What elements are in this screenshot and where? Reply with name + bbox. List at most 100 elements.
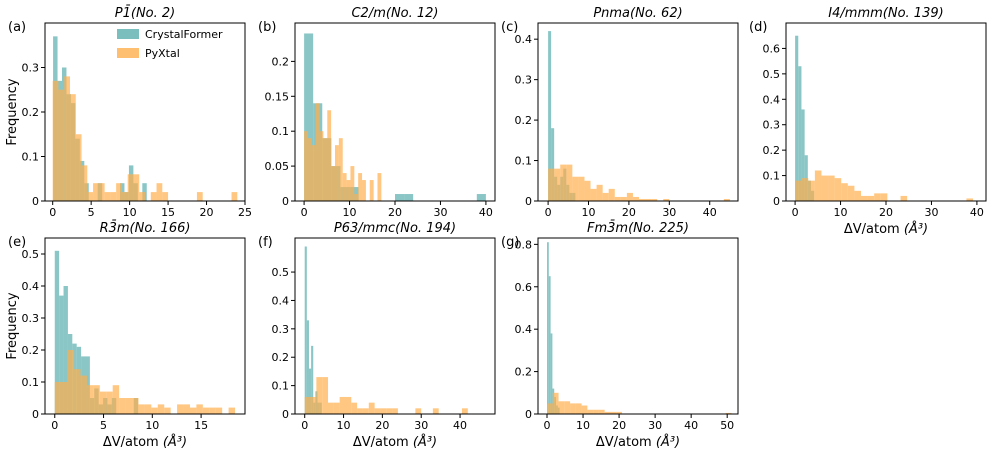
histogram-bar: [338, 138, 343, 201]
axes-frame: [537, 22, 739, 202]
y-tick-label: 0.1: [22, 376, 40, 389]
histogram-bar: [156, 183, 163, 201]
title-spacegroup: P1̄: [115, 6, 131, 21]
histogram-bar: [593, 409, 599, 414]
x-tick-label: 15: [194, 419, 208, 432]
histogram-bar: [351, 402, 358, 414]
x-axis-label-main: ΔV/atom: [353, 435, 413, 450]
histogram-bar: [841, 183, 848, 201]
x-tick-label: 0: [301, 419, 308, 432]
panel-label: (e): [8, 235, 26, 250]
histogram-bar: [202, 407, 210, 414]
y-tick-label: 0: [525, 408, 532, 421]
histogram-bar: [333, 402, 340, 414]
histogram-bar: [548, 31, 552, 201]
histogram-bar: [327, 110, 332, 201]
histogram-bar: [357, 408, 363, 414]
x-tick-label: 20: [612, 419, 626, 432]
bars-group: [304, 33, 486, 201]
histogram-bar: [307, 138, 312, 201]
histogram-bar: [415, 408, 422, 414]
x-tick-label: 0: [545, 206, 552, 219]
histogram-bar: [590, 188, 597, 201]
histogram-bar: [209, 407, 216, 414]
y-tick-label: 0: [282, 195, 289, 208]
histogram-bar: [54, 382, 62, 414]
histogram-bar: [93, 385, 100, 414]
panel-label: (a): [8, 20, 26, 35]
legend-swatch: [117, 29, 139, 39]
histogram-bar: [626, 192, 633, 201]
histogram-bar: [725, 412, 732, 414]
bars-group: [548, 31, 730, 201]
y-tick-label: 0.2: [272, 351, 290, 364]
x-tick-label: 40: [970, 206, 984, 219]
histogram-bar: [395, 194, 405, 201]
panel-label: (d): [749, 20, 767, 35]
x-axis-label: ΔV/atom (Å³): [103, 434, 187, 450]
histogram-bar: [362, 408, 369, 414]
y-tick-label: 0.5: [22, 248, 40, 261]
histogram-bar: [801, 178, 809, 201]
panel-label: (b): [258, 20, 276, 35]
histogram-bar: [798, 66, 802, 201]
subplot-title: P63/mmc(No. 194): [334, 221, 456, 236]
y-tick-label: 0.2: [272, 55, 290, 68]
axes-frame: [537, 237, 739, 415]
x-tick-label: 30: [414, 419, 428, 432]
histogram-bar: [121, 192, 128, 201]
panel-label: (f): [258, 235, 273, 250]
x-tick-label: 30: [433, 206, 447, 219]
histogram-bar: [572, 176, 579, 201]
histogram-bar: [374, 408, 381, 414]
histogram-bar: [164, 407, 171, 414]
histogram-bar: [548, 168, 555, 201]
histogram-bar: [551, 128, 555, 201]
histogram-bar: [608, 188, 615, 201]
histogram-bar: [854, 190, 861, 201]
y-tick-label: 0.2: [22, 344, 40, 357]
x-tick-label: 40: [703, 206, 717, 219]
histogram-bar: [306, 320, 309, 414]
title-number: (No. 2): [131, 6, 175, 21]
x-tick-label: 10: [343, 206, 357, 219]
x-tick-label: 30: [648, 419, 662, 432]
subplot-e: 0 5 10 15 0 0.1 0.2 0.3 0.4 0.5(e) R3̄m(No. 166) ΔV…: [5, 221, 246, 450]
histogram-bar: [795, 180, 802, 201]
histogram-bar: [70, 94, 76, 201]
x-tick-label: 40: [479, 206, 493, 219]
y-tick-label: 0.3: [763, 119, 781, 132]
y-tick-label: 0.15: [265, 90, 290, 103]
bars-group: [52, 36, 238, 201]
histogram-bar: [87, 192, 94, 201]
x-tick-label: 10: [834, 206, 848, 219]
histogram-bar: [125, 398, 133, 414]
histogram-bar: [564, 401, 571, 414]
histogram-bar: [566, 164, 573, 201]
histogram-bar: [461, 408, 468, 414]
subplot-title: R3̄m(No. 166): [100, 221, 191, 236]
y-tick-label: 0.3: [22, 312, 40, 325]
histogram-bar: [323, 138, 328, 201]
x-tick-label: 30: [924, 206, 938, 219]
histogram-bar: [110, 192, 117, 201]
bars-group: [795, 35, 974, 201]
histogram-bar: [339, 396, 346, 414]
histogram-bar: [386, 408, 393, 414]
histogram-bar: [377, 173, 382, 201]
histogram-bar: [80, 375, 87, 414]
subplot-b: 0 10 20 30 40 0 0.05 0.1 0.15 0.2 (b) C2/m(No. 12): [258, 6, 496, 219]
histogram-bar: [547, 242, 549, 414]
x-axis-label-unit: (Å³): [904, 221, 928, 237]
histogram-bar: [157, 404, 165, 414]
histogram-bar: [231, 192, 238, 201]
x-axis-label: ΔV/atom (Å³): [596, 434, 680, 450]
histogram-bar: [75, 134, 82, 201]
y-tick-label: 0.8: [515, 238, 533, 251]
histogram-bar: [874, 193, 881, 201]
histogram-bar: [304, 131, 308, 201]
x-tick-label: 20: [375, 419, 389, 432]
y-tick-label: 0.4: [272, 294, 290, 307]
x-tick-label: 10: [337, 419, 351, 432]
